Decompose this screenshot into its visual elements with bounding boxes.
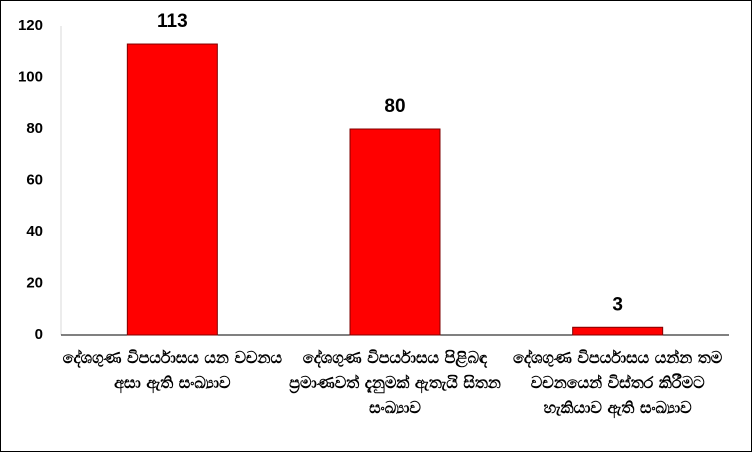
data-label: 80 — [384, 96, 405, 117]
y-tick-label: 60 — [26, 171, 43, 188]
y-tick-label: 20 — [26, 274, 43, 291]
x-tick-label: දේශගුණ විපර්යාසය පිළිබඳ ප්‍රමාණවත් දැනුම… — [289, 348, 501, 417]
bar — [349, 128, 441, 336]
data-label: 3 — [612, 294, 623, 315]
x-tick-label: දේශගුණ විපර්යාසය යන්න තම වචනයෙන් විස්තර … — [512, 348, 723, 417]
y-tick-label: 0 — [35, 326, 43, 343]
y-tick-label: 120 — [18, 17, 43, 34]
bar — [572, 326, 664, 336]
y-tick-label: 40 — [26, 223, 43, 240]
x-tick-label: දේශගුණ විපර්යාසය යන වචනය අසා ඇති සංඛ්‍යා… — [62, 348, 282, 392]
bar — [126, 43, 218, 336]
data-label: 113 — [157, 11, 188, 32]
y-tick-label: 80 — [26, 120, 43, 137]
y-tick-label: 100 — [18, 68, 43, 85]
